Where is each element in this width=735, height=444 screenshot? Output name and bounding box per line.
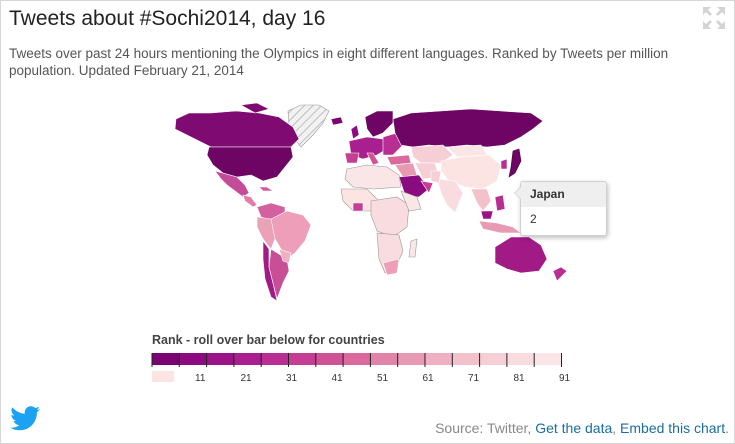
japan[interactable] (508, 148, 522, 178)
chart-subtitle: Tweets over past 24 hours mentioning the… (9, 46, 669, 78)
legend-segment[interactable] (179, 353, 207, 365)
legend-segment[interactable] (261, 353, 289, 365)
legend-segment[interactable] (206, 353, 234, 365)
legend-segment[interactable] (452, 353, 480, 365)
horn-of-africa[interactable] (400, 190, 422, 212)
north-africa[interactable] (344, 164, 402, 190)
indonesia[interactable] (478, 220, 522, 234)
embed-chart-link[interactable]: Embed this chart (620, 420, 726, 436)
legend-tick-label: 91 (559, 373, 571, 384)
central-africa[interactable] (370, 196, 410, 238)
south-africa[interactable] (382, 258, 400, 276)
iceland[interactable] (330, 116, 344, 126)
get-data-link[interactable]: Get the data (535, 420, 613, 436)
russia[interactable] (392, 108, 544, 148)
legend-no-data-swatch (152, 371, 174, 382)
canada[interactable] (174, 110, 300, 148)
scandinavia[interactable] (364, 110, 394, 138)
india[interactable] (436, 178, 464, 214)
arabian-peninsula-east[interactable] (420, 180, 434, 194)
caribbean[interactable] (258, 186, 274, 192)
source-text: Source: Twitter, (435, 420, 532, 436)
malaysia[interactable] (480, 210, 494, 220)
legend-segment[interactable] (425, 353, 453, 365)
legend-tick-label: 41 (332, 373, 344, 384)
australia[interactable] (494, 236, 548, 274)
legend-title: Rank - roll over bar below for countries (152, 333, 385, 347)
legend-segment[interactable] (397, 353, 425, 365)
korea[interactable] (500, 158, 508, 170)
uruguay-paraguay[interactable] (278, 248, 292, 264)
uk-ireland[interactable] (350, 124, 360, 140)
chart-title: Tweets about #Sochi2014, day 16 (9, 7, 326, 30)
legend-segment[interactable] (343, 353, 371, 365)
legend-segment[interactable] (315, 353, 344, 365)
united-states[interactable] (206, 146, 294, 182)
legend-segment[interactable] (479, 353, 507, 365)
legend-tick-label: 11 (195, 373, 206, 384)
new-zealand[interactable] (552, 266, 568, 282)
source-line: Source: Twitter, Get the data, Embed thi… (435, 420, 729, 436)
country-tooltip: Japan 2 (514, 181, 607, 236)
ghana-nigeria[interactable] (352, 202, 364, 212)
legend-tick-label: 21 (241, 373, 253, 384)
source-period: . (725, 420, 729, 436)
legend-segment[interactable] (233, 353, 262, 365)
tooltip-value: 2 (530, 212, 537, 226)
southeast-asia[interactable] (470, 188, 492, 212)
legend-segment[interactable] (534, 353, 562, 365)
legend-tick-label: 61 (423, 373, 435, 384)
legend-segment[interactable] (288, 353, 316, 365)
mexico[interactable] (214, 170, 250, 198)
madagascar[interactable] (408, 238, 418, 258)
rank-legend[interactable]: 11 21 31 41 51 61 71 81 91 (151, 351, 571, 385)
iberia[interactable] (344, 152, 360, 164)
legend-segment[interactable] (370, 353, 398, 365)
legend-segment[interactable] (506, 353, 535, 365)
world-map[interactable] (151, 101, 591, 301)
legend-segment[interactable] (152, 353, 180, 365)
expand-icon[interactable] (701, 5, 727, 31)
tooltip-country: Japan (521, 182, 606, 207)
source-comma: , (612, 420, 617, 436)
philippines[interactable] (494, 194, 506, 212)
central-america[interactable] (242, 194, 258, 208)
twitter-bird-icon (10, 406, 41, 431)
china[interactable] (440, 154, 502, 190)
legend-tick-label: 81 (514, 373, 526, 384)
legend-tick-label: 71 (468, 373, 480, 384)
pakistan[interactable] (430, 170, 442, 184)
italy[interactable] (366, 152, 380, 166)
canadian-islands[interactable] (240, 102, 270, 114)
legend-tick-label: 31 (286, 373, 298, 384)
legend-tick-label: 51 (377, 373, 389, 384)
tooltip-caret (514, 186, 521, 200)
